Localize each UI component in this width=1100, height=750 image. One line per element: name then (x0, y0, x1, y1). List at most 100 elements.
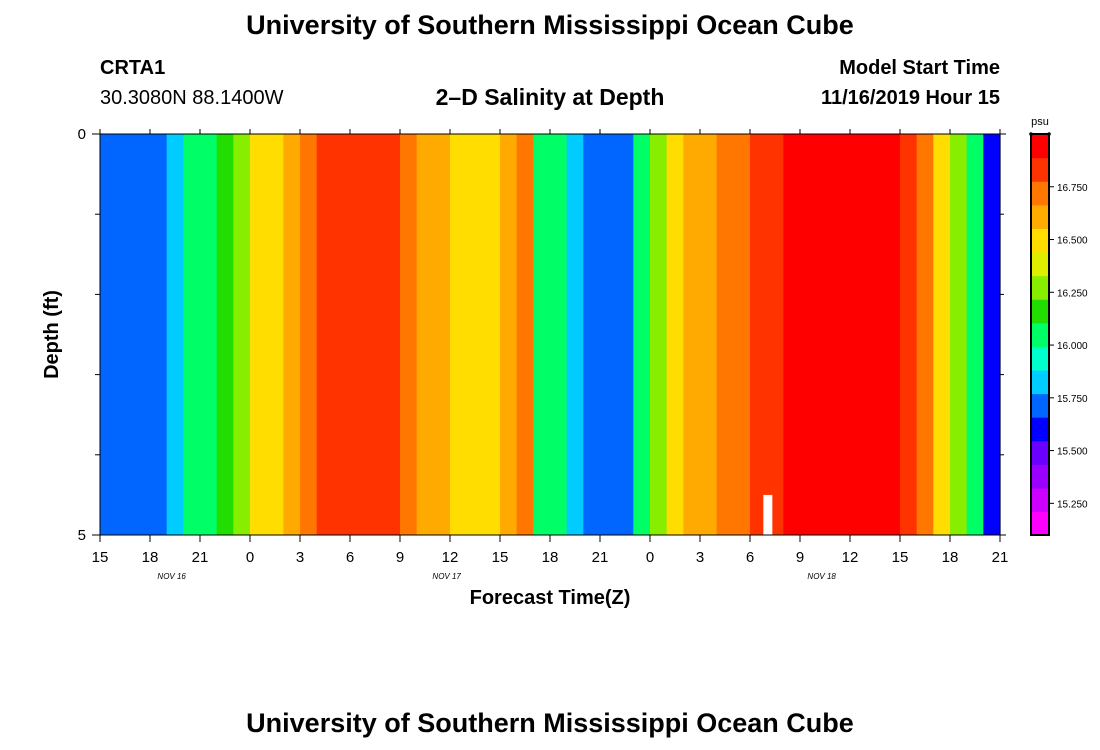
page-title: University of Southern Mississippi Ocean… (246, 10, 854, 40)
heatmap-cell (900, 134, 918, 535)
heatmap-cell (416, 134, 434, 535)
colorbar-tick-label: 16.000 (1057, 341, 1088, 352)
colorbar-tick-label: 16.500 (1057, 236, 1088, 247)
colorbar-tick-label: 15.250 (1057, 499, 1088, 510)
heatmap-cell (450, 134, 468, 535)
colorbar-tick-label: 16.250 (1057, 288, 1088, 299)
heatmap-cell (216, 134, 234, 535)
heatmap-cell (716, 134, 734, 535)
heatmap-cell (150, 134, 168, 535)
heatmap-cell (783, 134, 801, 535)
colorbar-swatch (1031, 511, 1049, 536)
footer-title: University of Southern Mississippi Ocean… (246, 708, 854, 738)
heatmap-cell (916, 134, 934, 535)
heatmap-cell (316, 134, 334, 535)
colorbar-swatch (1031, 134, 1049, 159)
heatmap-cell (433, 134, 451, 535)
heatmap-cell (183, 134, 201, 535)
heatmap-cell (483, 134, 501, 535)
heatmap-cell (866, 134, 884, 535)
heatmap-cell (550, 134, 568, 535)
heatmap-cell (116, 134, 134, 535)
y-tick-label: 0 (78, 126, 86, 143)
heatmap-cell (766, 134, 784, 535)
x-tick-label: 21 (192, 549, 209, 566)
heatmap-cell (600, 134, 618, 535)
heatmap-cell (950, 134, 968, 535)
heatmap-cell (466, 134, 484, 535)
colorbar-tick-label: 15.500 (1057, 447, 1088, 458)
x-axis: 15 18 21 0 3 6 9 12 15 18 21 0 3 6 9 12 15 18 21 NOV 16 NOV … (92, 129, 1009, 581)
date-label: NOV 16 (157, 572, 186, 581)
heatmap-cells (100, 134, 1001, 535)
heatmap-cell (650, 134, 668, 535)
heatmap-cell (250, 134, 268, 535)
heatmap-cell (666, 134, 684, 535)
heatmap-cell (366, 134, 384, 535)
x-tick-label: 15 (92, 549, 109, 566)
x-tick-label: 6 (746, 549, 754, 566)
y-axis-label: Depth (ft) (41, 290, 63, 379)
colorbar-frame (1030, 133, 1050, 536)
heatmap-cell (500, 134, 518, 535)
station-coordinates: 30.3080N 88.1400W (100, 87, 284, 109)
heatmap-cell (166, 134, 184, 535)
heatmap-cell (383, 134, 401, 535)
x-tick-label: 21 (992, 549, 1009, 566)
y-tick-label: 5 (78, 527, 86, 544)
x-tick-label: 21 (592, 549, 609, 566)
x-tick-label: 18 (142, 549, 159, 566)
colorbar-swatch (1031, 181, 1049, 206)
x-tick-label: 9 (796, 549, 804, 566)
x-axis-label: Forecast Time(Z) (470, 587, 631, 609)
heatmap-cell (616, 134, 634, 535)
heatmap-cell (533, 134, 551, 535)
heatmap-cell (833, 134, 851, 535)
x-tick-label: 18 (942, 549, 959, 566)
heatmap-cell (566, 134, 584, 535)
x-tick-label: 0 (246, 549, 254, 566)
heatmap-cell (266, 134, 284, 535)
colorbar-legend: 15.250 15.500 15.750 16.000 16.250 16.500 16.7… (1029, 132, 1088, 536)
heatmap-cell (333, 134, 351, 535)
colorbar-swatch (1031, 251, 1049, 277)
heatmap-cell (350, 134, 368, 535)
heatmap-cell (283, 134, 301, 535)
heatmap-cell (683, 134, 701, 535)
colorbar-tick-label: 16.750 (1057, 183, 1088, 194)
x-tick-label: 0 (646, 549, 654, 566)
colorbar-swatch (1031, 157, 1049, 182)
colorbar-swatch (1031, 417, 1049, 442)
heatmap-cell (633, 134, 651, 535)
x-tick-label: 12 (442, 549, 459, 566)
heatmap-cell (300, 134, 318, 535)
heatmap-cell (733, 134, 751, 535)
heatmap-cell (233, 134, 251, 535)
colorbar-swatch (1031, 393, 1049, 418)
plot-title: 2–D Salinity at Depth (435, 84, 665, 110)
colorbar-swatch (1031, 228, 1049, 253)
y-axis: 05 (78, 126, 1006, 544)
heatmap-cell (200, 134, 218, 535)
x-tick-label: 6 (346, 549, 354, 566)
heatmap-cell (750, 134, 768, 535)
heatmap-cell (400, 134, 418, 535)
model-start-label: Model Start Time (839, 57, 1000, 79)
colorbar-swatch (1031, 440, 1049, 465)
colorbar-swatch (1031, 464, 1049, 489)
colorbar-corner (1029, 132, 1033, 136)
x-tick-label: 15 (892, 549, 909, 566)
colorbar-swatch (1031, 322, 1049, 347)
colorbar-swatch (1031, 299, 1049, 324)
station-id: CRTA1 (100, 57, 166, 79)
x-tick-label: 3 (696, 549, 704, 566)
colorbar-unit: psu (1031, 116, 1049, 128)
date-label: NOV 17 (432, 572, 461, 581)
date-label: NOV 18 (807, 572, 836, 581)
colorbar-tick-label: 15.750 (1057, 394, 1088, 405)
heatmap-cell (983, 134, 1001, 535)
heatmap-cell (816, 134, 834, 535)
x-tick-label: 15 (492, 549, 509, 566)
x-tick-label: 9 (396, 549, 404, 566)
